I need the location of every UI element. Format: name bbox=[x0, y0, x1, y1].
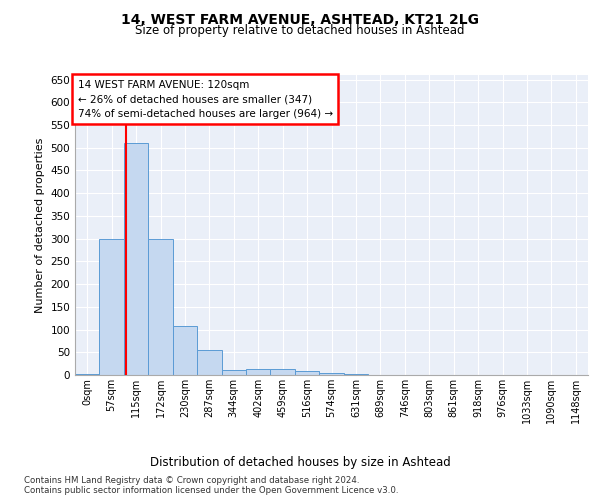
Bar bbox=[221, 370, 246, 375]
Text: 14 WEST FARM AVENUE: 120sqm
← 26% of detached houses are smaller (347)
74% of se: 14 WEST FARM AVENUE: 120sqm ← 26% of det… bbox=[77, 80, 332, 119]
Text: 14, WEST FARM AVENUE, ASHTEAD, KT21 2LG: 14, WEST FARM AVENUE, ASHTEAD, KT21 2LG bbox=[121, 12, 479, 26]
Text: Contains HM Land Registry data © Crown copyright and database right 2024.: Contains HM Land Registry data © Crown c… bbox=[24, 476, 359, 485]
Bar bbox=[124, 143, 148, 375]
Bar bbox=[148, 238, 173, 375]
Bar bbox=[197, 350, 221, 375]
Y-axis label: Number of detached properties: Number of detached properties bbox=[35, 138, 45, 312]
Bar bbox=[246, 369, 271, 375]
Text: Size of property relative to detached houses in Ashtead: Size of property relative to detached ho… bbox=[135, 24, 465, 37]
Bar bbox=[271, 369, 295, 375]
Bar bbox=[319, 372, 344, 375]
Text: Contains public sector information licensed under the Open Government Licence v3: Contains public sector information licen… bbox=[24, 486, 398, 495]
Bar bbox=[75, 374, 100, 375]
Bar bbox=[100, 238, 124, 375]
Bar bbox=[295, 372, 319, 375]
Bar bbox=[173, 326, 197, 375]
Bar bbox=[344, 374, 368, 375]
Text: Distribution of detached houses by size in Ashtead: Distribution of detached houses by size … bbox=[149, 456, 451, 469]
